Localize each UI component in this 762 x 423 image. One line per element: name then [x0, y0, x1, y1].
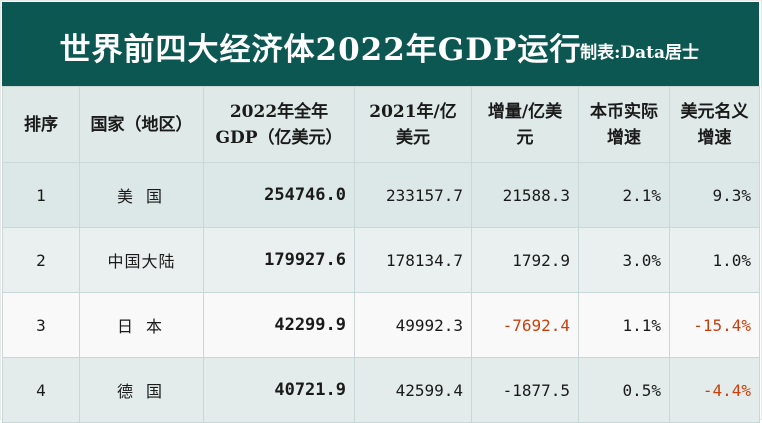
increase-cell: -7692.4	[471, 292, 579, 358]
col-header-nominal-growth: 美元名义增速	[669, 86, 760, 163]
real-growth-cell: 3.0%	[578, 227, 670, 293]
real-growth-cell: 1.1%	[578, 292, 670, 358]
col-header-rank: 排序	[2, 86, 80, 163]
page-title: 世界前四大经济体2022年GDP运行	[59, 32, 582, 68]
real-growth-cell: 0.5%	[578, 357, 670, 423]
table-credit: 制表:Data居士	[580, 43, 699, 63]
gdp-2022-cell: 42299.9	[203, 292, 355, 358]
real-growth-cell: 2.1%	[578, 162, 670, 228]
col-header-country: 国家（地区）	[79, 86, 204, 163]
col-header-increase: 增量/亿美元	[471, 86, 579, 163]
increase-cell: 1792.9	[471, 227, 579, 293]
rank-cell: 3	[2, 292, 80, 358]
gdp-2021-cell: 178134.7	[354, 227, 472, 293]
col-header-gdp-2021: 2021年/亿美元	[354, 86, 472, 163]
gdp-2021-cell: 49992.3	[354, 292, 472, 358]
gdp-2022-cell: 254746.0	[203, 162, 355, 228]
table-row: 4 德 国 40721.9 42599.4 -1877.5 0.5% -4.4%	[2, 357, 760, 423]
increase-cell: 21588.3	[471, 162, 579, 228]
col-header-gdp-2022: 2022年全年GDP（亿美元）	[203, 86, 355, 163]
nominal-growth-cell: -15.4%	[669, 292, 760, 358]
increase-cell: -1877.5	[471, 357, 579, 423]
table-row: 2 中国大陆 179927.6 178134.7 1792.9 3.0% 1.0…	[2, 227, 760, 293]
col-header-real-growth: 本币实际增速	[578, 86, 670, 163]
table-row: 3 日 本 42299.9 49992.3 -7692.4 1.1% -15.4…	[2, 292, 760, 358]
title-bar: 世界前四大经济体2022年GDP运行 制表:Data居士	[2, 2, 759, 86]
country-cell: 美 国	[79, 162, 204, 228]
nominal-growth-cell: 1.0%	[669, 227, 760, 293]
nominal-growth-cell: 9.3%	[669, 162, 760, 228]
rank-cell: 2	[2, 227, 80, 293]
country-cell: 日 本	[79, 292, 204, 358]
gdp-table: 排序 国家（地区） 2022年全年GDP（亿美元） 2021年/亿美元 增量/亿…	[2, 86, 760, 423]
gdp-2022-cell: 179927.6	[203, 227, 355, 293]
rank-cell: 1	[2, 162, 80, 228]
country-cell: 德 国	[79, 357, 204, 423]
country-cell: 中国大陆	[79, 227, 204, 293]
table-header-row: 排序 国家（地区） 2022年全年GDP（亿美元） 2021年/亿美元 增量/亿…	[2, 86, 760, 163]
gdp-2022-cell: 40721.9	[203, 357, 355, 423]
rank-cell: 4	[2, 357, 80, 423]
table-row: 1 美 国 254746.0 233157.7 21588.3 2.1% 9.3…	[2, 162, 760, 228]
gdp-2021-cell: 42599.4	[354, 357, 472, 423]
gdp-2021-cell: 233157.7	[354, 162, 472, 228]
nominal-growth-cell: -4.4%	[669, 357, 760, 423]
